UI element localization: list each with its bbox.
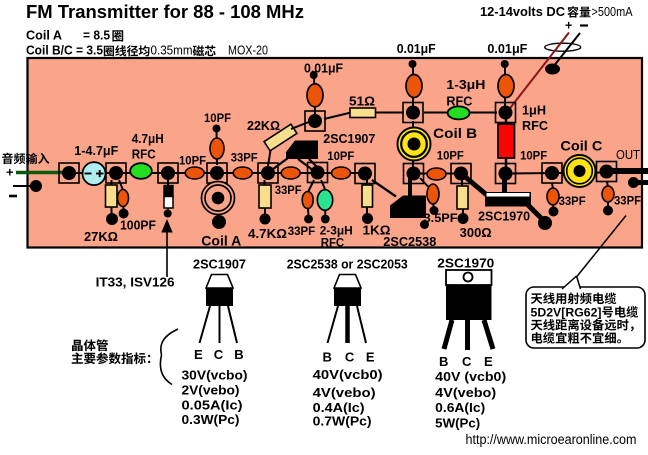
svg-text:Coil A: Coil A <box>26 29 62 43</box>
svg-text:E: E <box>366 350 375 365</box>
svg-text:10PF: 10PF <box>179 153 206 167</box>
svg-text:10PF: 10PF <box>204 111 231 125</box>
svg-text:B: B <box>439 354 448 369</box>
svg-text:10PF: 10PF <box>327 149 354 163</box>
svg-text:IT33, ISV126: IT33, ISV126 <box>96 275 175 290</box>
svg-text:40V (vcb0): 40V (vcb0) <box>435 369 506 384</box>
svg-text:RFC: RFC <box>132 148 156 162</box>
svg-text:RFC: RFC <box>522 119 548 133</box>
svg-text:4.7μH: 4.7μH <box>132 132 164 146</box>
svg-text:Coil B/C = 3.5: Coil B/C = 3.5 <box>26 44 103 58</box>
svg-text:1μH: 1μH <box>522 104 546 118</box>
svg-text:RFC: RFC <box>446 95 472 109</box>
svg-text:+: + <box>6 165 14 180</box>
svg-text:0.6A(Ic): 0.6A(Ic) <box>435 400 485 415</box>
svg-text:B: B <box>234 347 243 362</box>
svg-text:>500mA: >500mA <box>592 5 634 19</box>
svg-text:2SC2538 or 2SC2053: 2SC2538 or 2SC2053 <box>287 257 408 272</box>
svg-text:12-14volts DC: 12-14volts DC <box>480 4 566 19</box>
svg-text:3.5PF: 3.5PF <box>424 211 458 225</box>
svg-text:RFC: RFC <box>321 236 345 250</box>
svg-text:Coil A: Coil A <box>201 232 241 248</box>
svg-text:2SC1907: 2SC1907 <box>193 257 246 272</box>
svg-text:E: E <box>484 354 493 369</box>
svg-text:0.35mm: 0.35mm <box>151 44 193 58</box>
svg-text:1-3μH: 1-3μH <box>446 78 485 92</box>
svg-text:300Ω: 300Ω <box>460 226 492 240</box>
svg-text:http://www.microearonline.com: http://www.microearonline.com <box>466 432 637 447</box>
svg-text:Coil C: Coil C <box>560 138 602 154</box>
svg-text:33PF: 33PF <box>275 183 302 197</box>
svg-text:100PF: 100PF <box>120 219 156 233</box>
svg-text:0.01μF: 0.01μF <box>487 42 527 56</box>
svg-text:= 8.5: = 8.5 <box>83 29 110 43</box>
svg-text:27KΩ: 27KΩ <box>84 230 118 244</box>
svg-text:1-4.7μF: 1-4.7μF <box>74 144 118 158</box>
svg-text:51Ω: 51Ω <box>349 94 375 108</box>
svg-text:2SC1970: 2SC1970 <box>437 256 494 271</box>
svg-text:OUT: OUT <box>616 148 640 162</box>
svg-text:0.7W(Pc): 0.7W(Pc) <box>313 414 372 429</box>
svg-text:MOX-20: MOX-20 <box>228 44 268 58</box>
svg-text:5W(Pc): 5W(Pc) <box>435 416 480 431</box>
svg-text:33PF: 33PF <box>614 194 641 208</box>
svg-text:C: C <box>462 354 472 369</box>
svg-text:E: E <box>194 347 203 362</box>
svg-text:+: + <box>565 19 572 33</box>
svg-text:5D2V[RG62]: 5D2V[RG62] <box>531 306 602 320</box>
svg-text:FM Transmitter for 88 - 108 MH: FM Transmitter for 88 - 108 MHz <box>26 2 304 22</box>
svg-text:4V(vebo): 4V(vebo) <box>435 385 496 400</box>
svg-text:2V(vebo): 2V(vebo) <box>182 383 240 398</box>
svg-text:Coil B: Coil B <box>433 125 477 141</box>
svg-text:10PF: 10PF <box>437 149 464 163</box>
svg-text:30V(vcbo): 30V(vcbo) <box>182 368 248 383</box>
svg-text:33PF: 33PF <box>288 224 316 238</box>
svg-text:B: B <box>323 350 332 365</box>
svg-text:33PF: 33PF <box>231 150 258 164</box>
svg-text:10PF: 10PF <box>520 149 547 163</box>
svg-text:4.7KΩ: 4.7KΩ <box>248 227 287 241</box>
svg-text:40V(vcb0): 40V(vcb0) <box>313 367 383 382</box>
svg-text:2SC2538: 2SC2538 <box>383 235 436 249</box>
svg-text:2SC1907: 2SC1907 <box>323 132 375 146</box>
svg-text:0.01μF: 0.01μF <box>304 62 343 76</box>
svg-text:0.05A(Ic): 0.05A(Ic) <box>182 398 243 413</box>
svg-text:22KΩ: 22KΩ <box>247 119 280 133</box>
svg-text:0.3W(Pc): 0.3W(Pc) <box>182 412 240 427</box>
svg-text:2SC1970: 2SC1970 <box>478 210 530 224</box>
svg-text:C: C <box>214 347 224 362</box>
svg-text:4V(vebo): 4V(vebo) <box>313 385 376 400</box>
svg-text:0.01μF: 0.01μF <box>397 42 436 56</box>
svg-text:C: C <box>345 350 355 365</box>
svg-text:33PF: 33PF <box>559 194 586 208</box>
